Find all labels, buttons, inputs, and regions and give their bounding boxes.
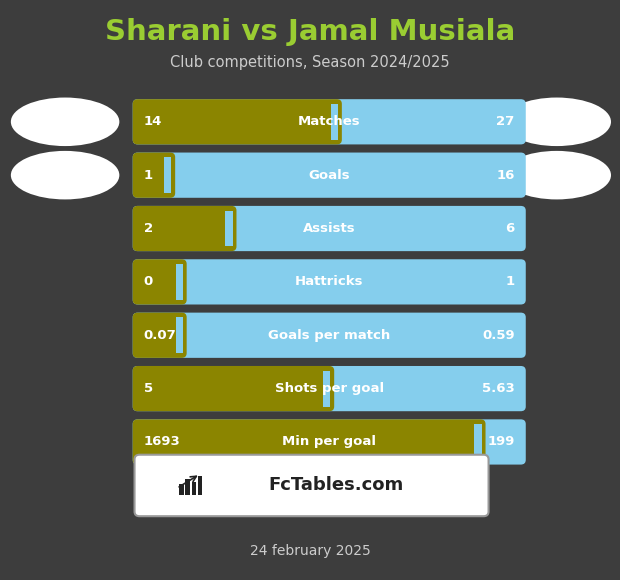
Bar: [179, 484, 184, 495]
Text: Club competitions, Season 2024/2025: Club competitions, Season 2024/2025: [170, 55, 450, 70]
Bar: [330, 104, 338, 140]
Text: 199: 199: [487, 436, 515, 448]
Bar: [175, 264, 183, 300]
FancyBboxPatch shape: [135, 455, 489, 516]
Bar: [185, 478, 190, 495]
Bar: [175, 317, 183, 353]
FancyBboxPatch shape: [133, 206, 526, 251]
Bar: [323, 371, 330, 407]
Text: Goals per match: Goals per match: [268, 329, 391, 342]
Text: FcTables.com: FcTables.com: [268, 476, 403, 495]
Text: 27: 27: [497, 115, 515, 128]
Bar: [192, 482, 196, 495]
Text: Shots per goal: Shots per goal: [275, 382, 384, 395]
FancyBboxPatch shape: [133, 366, 334, 411]
Bar: [164, 157, 172, 193]
FancyBboxPatch shape: [133, 153, 175, 198]
Text: 1: 1: [505, 276, 515, 288]
FancyBboxPatch shape: [133, 313, 526, 358]
FancyBboxPatch shape: [133, 99, 526, 144]
Text: 5: 5: [144, 382, 153, 395]
Text: 5.63: 5.63: [482, 382, 515, 395]
FancyBboxPatch shape: [133, 153, 526, 198]
FancyBboxPatch shape: [133, 206, 236, 251]
Ellipse shape: [502, 97, 611, 146]
FancyBboxPatch shape: [133, 419, 526, 465]
Text: Min per goal: Min per goal: [282, 436, 376, 448]
FancyBboxPatch shape: [133, 99, 342, 144]
FancyBboxPatch shape: [133, 366, 526, 411]
Text: 0: 0: [144, 276, 153, 288]
Text: 16: 16: [496, 169, 515, 182]
Text: 24 february 2025: 24 february 2025: [250, 544, 370, 558]
Text: 6: 6: [505, 222, 515, 235]
Text: 1: 1: [144, 169, 153, 182]
Text: Hattricks: Hattricks: [295, 276, 363, 288]
Text: 0.07: 0.07: [144, 329, 177, 342]
Text: 0.59: 0.59: [482, 329, 515, 342]
Text: Assists: Assists: [303, 222, 355, 235]
Text: Matches: Matches: [298, 115, 361, 128]
Text: 1693: 1693: [144, 436, 180, 448]
Bar: [474, 424, 482, 460]
Text: 14: 14: [144, 115, 162, 128]
Ellipse shape: [11, 97, 119, 146]
Text: Goals: Goals: [308, 169, 350, 182]
Bar: [198, 476, 202, 495]
Ellipse shape: [11, 151, 119, 200]
Bar: [225, 211, 232, 246]
Text: 2: 2: [144, 222, 153, 235]
FancyBboxPatch shape: [133, 419, 485, 465]
FancyBboxPatch shape: [133, 259, 526, 304]
FancyBboxPatch shape: [133, 259, 187, 304]
Ellipse shape: [502, 151, 611, 200]
Text: Sharani vs Jamal Musiala: Sharani vs Jamal Musiala: [105, 18, 515, 46]
FancyBboxPatch shape: [133, 313, 187, 358]
